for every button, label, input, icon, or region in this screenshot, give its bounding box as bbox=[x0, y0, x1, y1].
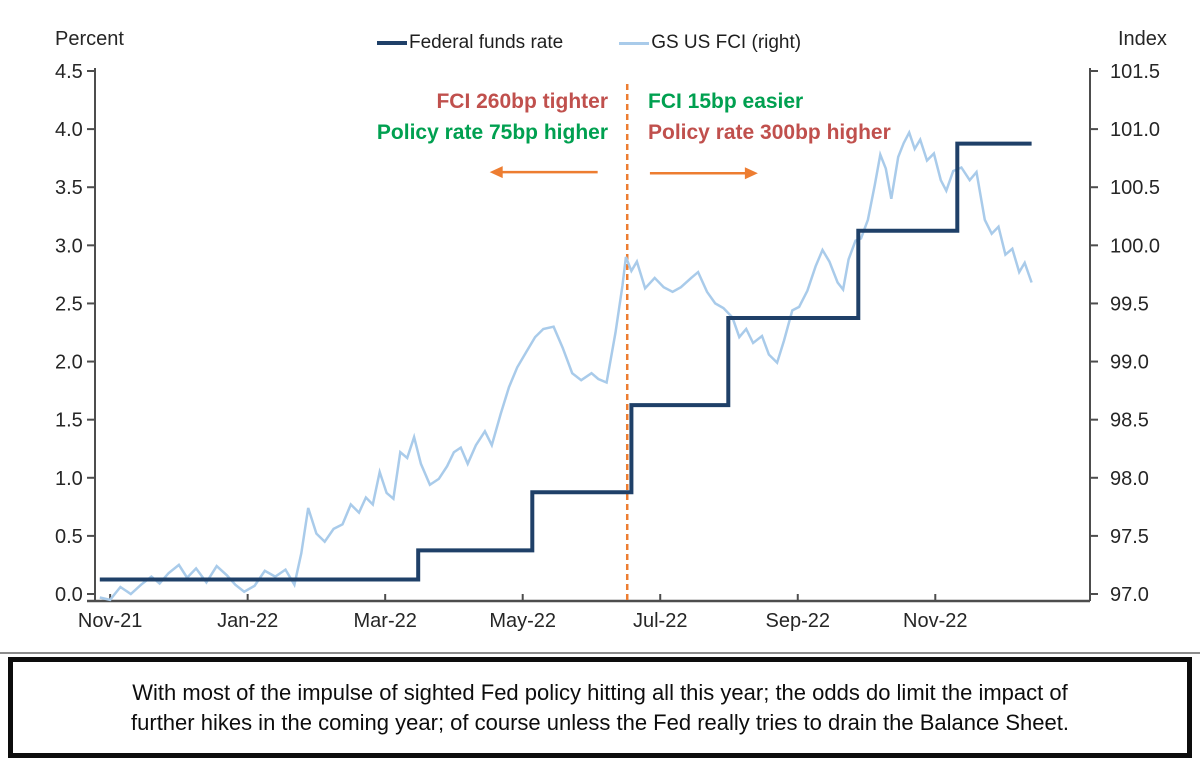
annotation-policy-300bp: Policy rate 300bp higher bbox=[648, 121, 891, 144]
left-axis-title: Percent bbox=[55, 28, 124, 50]
x-axis-tick-label: Nov-21 bbox=[78, 610, 142, 632]
legend-item-federal-funds-rate: Federal funds rate bbox=[377, 32, 563, 54]
fed-funds-vs-fci-chart: 4.5 4.0 3.5 3.0 2.5 2.0 1.5 1.0 0.5 0.0 101.5 101.0… bbox=[55, 28, 1167, 632]
right-axis-tick-label: 100.5 bbox=[1110, 177, 1160, 199]
right-axis-tick-label: 97.0 bbox=[1110, 584, 1149, 606]
right-axis-tick-label: 98.5 bbox=[1110, 410, 1149, 432]
x-axis-tick-label: May-22 bbox=[489, 610, 556, 632]
legend-item-gs-us-fci: GS US FCI (right) bbox=[619, 32, 801, 54]
left-axis-tick-label: 0.0 bbox=[55, 584, 83, 606]
annotation-policy-75bp: Policy rate 75bp higher bbox=[376, 121, 608, 144]
left-arrowhead-icon bbox=[489, 166, 503, 179]
left-axis-tick-label: 0.5 bbox=[55, 526, 83, 548]
right-axis-tick-label: 99.0 bbox=[1110, 352, 1149, 374]
separator-line bbox=[0, 652, 1200, 654]
left-axis-tick-label: 3.5 bbox=[55, 177, 83, 199]
x-axis-tick-label: Jul-22 bbox=[633, 610, 687, 632]
right-axis-tick-label: 101.0 bbox=[1110, 119, 1160, 141]
annotation-post-june-block: FCI 15bp easier Policy rate 300bp higher bbox=[648, 86, 968, 148]
legend-label: GS US FCI (right) bbox=[651, 32, 802, 53]
annotation-fci-easier: FCI 15bp easier bbox=[648, 90, 804, 113]
right-axis-tick-label: 97.5 bbox=[1110, 526, 1149, 548]
caption-line-2: further hikes in the coming year; of cou… bbox=[131, 709, 1069, 735]
right-arrowhead-icon bbox=[744, 167, 758, 180]
left-axis-tick-label: 4.0 bbox=[55, 119, 83, 141]
right-axis-title: Index bbox=[1118, 28, 1167, 50]
right-axis-tick-label: 101.5 bbox=[1110, 61, 1160, 83]
right-axis-tick-label: 99.5 bbox=[1110, 293, 1149, 315]
x-axis-tick-label: Jan-22 bbox=[217, 610, 278, 632]
gs-us-fci-line-swatch bbox=[619, 41, 650, 45]
chart-plot-area: 4.5 4.0 3.5 3.0 2.5 2.0 1.5 1.0 0.5 0.0 101.5 101.0… bbox=[55, 61, 1160, 632]
x-axis-tick-label: Sep-22 bbox=[766, 610, 831, 632]
right-axis-tick-label: 100.0 bbox=[1110, 235, 1160, 257]
series-line-federal-funds-rate bbox=[99, 141, 1032, 582]
legend: Federal funds rate GS US FCI (right) bbox=[377, 32, 801, 54]
federal-funds-rate-line-swatch bbox=[377, 41, 407, 45]
caption-box: With most of the impulse of sighted Fed … bbox=[8, 657, 1192, 758]
left-axis-tick-label: 4.5 bbox=[55, 61, 83, 83]
right-axis-tick-label: 98.0 bbox=[1110, 468, 1149, 490]
annotation-pre-june-block: FCI 260bp tighter Policy rate 75bp highe… bbox=[300, 86, 608, 148]
legend-label: Federal funds rate bbox=[409, 32, 564, 53]
x-axis-tick-label: Mar-22 bbox=[354, 610, 417, 632]
annotation-fci-tighter: FCI 260bp tighter bbox=[436, 90, 608, 113]
left-axis-tick-label: 3.0 bbox=[55, 235, 83, 257]
series-line-gs-us-fci-right- bbox=[99, 129, 1033, 602]
left-axis-tick-label: 1.5 bbox=[55, 410, 83, 432]
caption-line-1: With most of the impulse of sighted Fed … bbox=[132, 679, 1068, 705]
x-axis-tick-label: Nov-22 bbox=[903, 610, 967, 632]
left-axis-tick-label: 2.0 bbox=[55, 352, 83, 374]
left-axis-tick-label: 2.5 bbox=[55, 293, 83, 315]
left-axis-tick-label: 1.0 bbox=[55, 468, 83, 490]
